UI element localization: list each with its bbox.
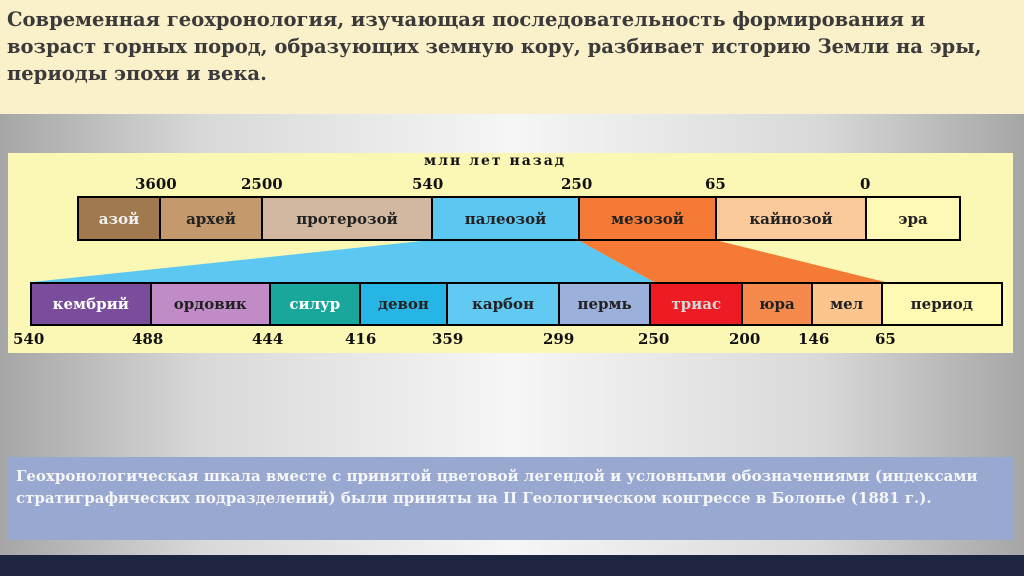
era-label: кайнозой [749,209,833,228]
era-label: эра [898,209,928,228]
period-tick-label: 488 [132,330,164,348]
caption-text: Геохронологическая шкала вместе с принят… [16,467,978,507]
era-segment-azoic: азой [79,198,161,239]
period-label: ордовик [173,295,247,313]
era-label: палеозой [464,209,547,228]
era-segment-archean: архей [161,198,263,239]
period-label: силур [289,295,341,313]
mesozoic-funnel [578,240,885,282]
intro-text: Современная геохронология, изучающая пос… [7,8,982,85]
period-tick-label: 416 [345,330,377,348]
period-segment-carboniferous: карбон [448,284,560,324]
bottom-bar [0,555,1024,576]
period-segment-cretaceous: мел [812,284,883,324]
period-tick-label: 200 [729,330,761,348]
era-tick-label: 2500 [241,175,283,193]
era-label: мезозой [611,209,684,228]
era-tick-label: 250 [561,175,593,193]
era-label: архей [186,209,236,228]
period-label: юра [759,295,795,313]
period-segment-cambrian: кембрий [32,284,152,324]
period-tick-label: 250 [638,330,670,348]
era-tick-label: 540 [412,175,444,193]
period-segment-jurassic: юра [743,284,813,324]
period-tick-label: 146 [798,330,830,348]
era-legend-cell: эра [867,198,959,239]
period-segment-ordovician: ордовик [151,284,271,324]
period-tick-label: 444 [252,330,284,348]
period-label: мел [830,295,864,313]
era-label: протерозой [296,209,398,228]
period-legend-cell: период [882,284,1001,324]
period-label: кембрий [52,295,129,313]
era-tick-label: 3600 [135,175,177,193]
period-label: девон [377,295,429,313]
unit-label: млн лет назад [424,153,567,169]
period-segment-triassic: триас [651,284,744,324]
period-bar: кембрий ордовик силур девон карбон пермь… [30,282,1003,326]
intro-banner: Современная геохронология, изучающая пос… [0,0,1024,114]
period-label: период [910,295,973,313]
era-segment-paleozoic: палеозой [433,198,580,239]
era-segment-proterozoic: протерозой [263,198,433,239]
period-tick-label: 299 [543,330,575,348]
era-segment-cenozoic: кайнозой [717,198,867,239]
period-tick-label: 359 [432,330,464,348]
period-label: триас [671,295,722,313]
era-bar: азой архей протерозой палеозой мезозой к… [77,196,961,241]
period-label: пермь [577,295,632,313]
period-label: карбон [472,295,535,313]
era-tick-label: 65 [705,175,726,193]
funnel-connectors [32,240,885,282]
period-tick-label: 540 [13,330,45,348]
period-segment-devonian: девон [360,284,449,324]
era-segment-mesozoic: мезозой [580,198,717,239]
geochronology-diagram: млн лет назад 3600 2500 540 250 65 0 азо… [8,153,1013,353]
period-segment-permian: пермь [559,284,652,324]
period-segment-silurian: силур [271,284,361,324]
paleozoic-funnel [32,240,654,282]
era-tick-label: 0 [860,175,871,193]
period-tick-label: 65 [875,330,896,348]
caption-box: Геохронологическая шкала вместе с принят… [8,457,1013,540]
era-label: азой [98,209,140,228]
